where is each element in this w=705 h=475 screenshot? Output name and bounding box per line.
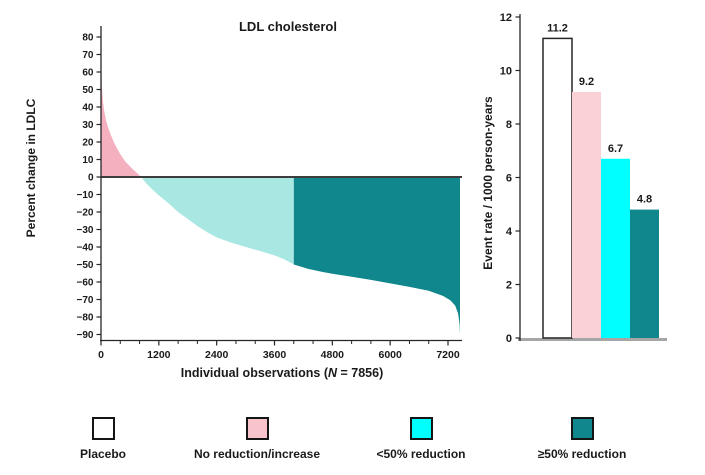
svg-text:−90: −90 (77, 330, 94, 341)
svg-text:2400: 2400 (205, 349, 229, 361)
right-y-axis: 0 2 4 6 8 10 12 (500, 12, 521, 345)
area-no-reduction-increase (101, 47, 141, 177)
svg-text:2: 2 (506, 280, 512, 292)
legend-item-no-reduction: No reduction/increase (172, 417, 342, 461)
svg-text:40: 40 (82, 103, 94, 114)
legend-label: ≥50% reduction (537, 447, 627, 461)
legend-label: No reduction/increase (193, 447, 321, 461)
legend-item-lt50-reduction: <50% reduction (336, 417, 506, 461)
svg-text:0: 0 (88, 173, 94, 184)
area-lt50-reduction (141, 177, 294, 265)
bar-value-label: 11.2 (547, 22, 568, 34)
left-x-axis-label: Individual observations (N = 7856) (100, 366, 464, 380)
x-label-prefix: Individual observations ( (180, 366, 328, 380)
svg-text:8: 8 (506, 119, 512, 131)
x-label-n-symbol: N (328, 366, 338, 380)
left-chart-title: LDL cholesterol (238, 19, 337, 34)
legend-item-placebo: Placebo (18, 417, 188, 461)
svg-text:0: 0 (506, 333, 512, 345)
svg-text:−60: −60 (77, 278, 94, 289)
no-reduction-swatch (245, 417, 269, 440)
left-x-axis: 0 1200 2400 3600 4800 6000 7200 (98, 339, 462, 361)
svg-text:6: 6 (506, 173, 512, 185)
svg-text:70: 70 (82, 50, 94, 61)
svg-text:−30: −30 (77, 225, 94, 236)
svg-text:10: 10 (500, 66, 512, 78)
svg-text:80: 80 (82, 33, 94, 44)
svg-text:10: 10 (82, 155, 94, 166)
svg-text:60: 60 (82, 68, 94, 79)
svg-text:−70: −70 (77, 295, 94, 306)
bar-value-label: 9.2 (579, 76, 594, 88)
svg-text:20: 20 (82, 138, 94, 149)
bar-baseline (518, 338, 667, 341)
event-rate-bars: 11.2 9.2 6.7 4.8 (542, 22, 659, 339)
bar-value-label: 6.7 (608, 143, 623, 155)
svg-text:−80: −80 (77, 313, 94, 324)
svg-text:12: 12 (500, 12, 512, 24)
svg-text:−10: −10 (77, 190, 94, 201)
svg-text:4800: 4800 (321, 349, 345, 361)
bar-1 (572, 91, 601, 339)
svg-text:7200: 7200 (436, 349, 460, 361)
legend-label: Placebo (79, 447, 127, 461)
svg-text:0: 0 (98, 349, 104, 361)
bar-0 (542, 37, 573, 339)
legend-item-ge50-reduction: ≥50% reduction (497, 417, 667, 461)
svg-text:50: 50 (82, 85, 94, 96)
bar-value-label: 4.8 (637, 194, 652, 206)
svg-text:30: 30 (82, 120, 94, 131)
svg-text:1200: 1200 (147, 349, 171, 361)
ge50-reduction-swatch (570, 417, 594, 440)
x-label-suffix: = 7856) (337, 366, 384, 380)
event-rate-bar-chart: 0 2 4 6 8 10 12 11.2 9.2 6.7 4.8 (500, 12, 667, 345)
lt50-reduction-swatch (409, 417, 433, 440)
svg-text:4: 4 (506, 226, 513, 238)
svg-text:3600: 3600 (263, 349, 287, 361)
placebo-swatch (91, 417, 115, 440)
svg-text:6000: 6000 (378, 349, 402, 361)
svg-text:−20: −20 (77, 208, 94, 219)
bar-2 (601, 158, 630, 338)
svg-text:−50: −50 (77, 260, 94, 271)
legend-label: <50% reduction (376, 447, 466, 461)
left-y-axis: 80 70 60 50 40 30 20 10 0 −10 −20 −30 −40 −50 −60 −70 −8… (77, 26, 102, 341)
area-ge50-reduction (293, 177, 460, 335)
svg-text:−40: −40 (77, 243, 94, 254)
bar-3 (630, 209, 659, 338)
ldl-waterfall-chart: 80 70 60 50 40 30 20 10 0 −10 −20 −30 −40 −50 −60 −70 −8… (77, 26, 462, 361)
